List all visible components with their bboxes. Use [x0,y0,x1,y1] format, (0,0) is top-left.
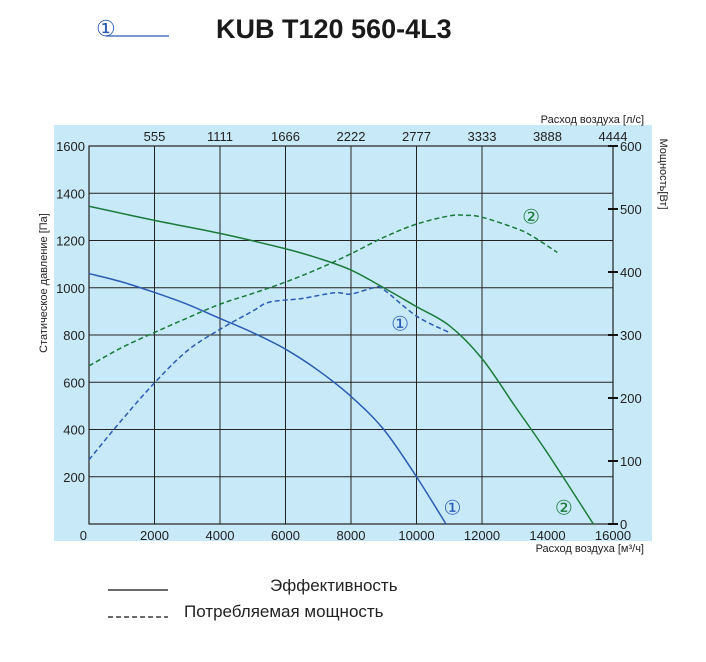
x2-tick-label: 4444 [599,129,628,144]
x2-tick-label: 3333 [468,129,497,144]
legend-dashed-label: Потребляемая мощность [184,602,384,621]
plot-background [54,125,652,541]
y-tick-label: 200 [63,470,85,485]
y-tick-label: 1400 [56,186,85,201]
header-legend-marker: ① [96,16,116,41]
x2-tick-label: 1111 [207,129,233,144]
x-tick-label: 8000 [337,528,366,543]
y-axis-label: Статическое давление [Па] [38,213,50,353]
y2-tick-label: 500 [620,202,642,217]
y-tick-label: 400 [63,423,85,438]
x-tick-label: 4000 [206,528,235,543]
page-title: KUB T120 560-4L3 [216,14,452,44]
y-tick-label: 800 [63,328,85,343]
series-label: ② [555,497,573,519]
y2-tick-label: 300 [620,328,642,343]
x2-tick-label: 1666 [271,129,300,144]
y2-tick-label: 200 [620,391,642,406]
x-tick-label: 10000 [398,528,434,543]
x-tick-label: 16000 [595,528,631,543]
y-tick-label: 1200 [56,234,85,249]
x-tick-label: 6000 [271,528,300,543]
x2-tick-label: 3888 [533,129,562,144]
tick-labels: 0 2000 4000 6000 8000 10000 12000 14000 16000200… [56,129,642,543]
header-legend: ① [96,16,169,41]
y-tick-label: 1600 [56,139,85,154]
series-line-pressure-solid [88,272,447,525]
y-tick-label: 600 [63,375,85,390]
y-tick-label: 1000 [56,281,85,296]
x2-tick-label: 2222 [337,129,366,144]
bottom-legend: Эффективность Потребляемая мощность [108,576,398,621]
series-group: ① ① ② ② [88,205,594,525]
series-label: ② [522,206,540,228]
x-tick-label: 12000 [464,528,500,543]
x2-tick-label: 555 [144,129,166,144]
y2-tick-label: 400 [620,265,642,280]
series-line-power-dashed [88,214,558,367]
series-line-pressure-solid [88,205,594,525]
series-label: ① [444,497,462,519]
x-tick-label: 0 [80,528,87,543]
y2-axis-label: Мощность[Вт] [657,138,669,209]
x-axis-label: Расход воздуха [м³/ч] [536,543,644,555]
y2-tick-label: 100 [620,454,642,469]
series-label: ① [391,313,409,335]
x-tick-label: 14000 [529,528,565,543]
x-tick-label: 2000 [140,528,169,543]
y2-tick-label: 0 [620,517,627,532]
series-line-power-dashed [88,285,450,461]
y2-tick-label: 600 [620,139,642,154]
grid [88,145,618,525]
x2-tick-label: 2777 [402,129,431,144]
legend-solid-label: Эффективность [270,576,398,595]
x2-axis-label: Расход воздуха [л/с] [541,114,644,126]
